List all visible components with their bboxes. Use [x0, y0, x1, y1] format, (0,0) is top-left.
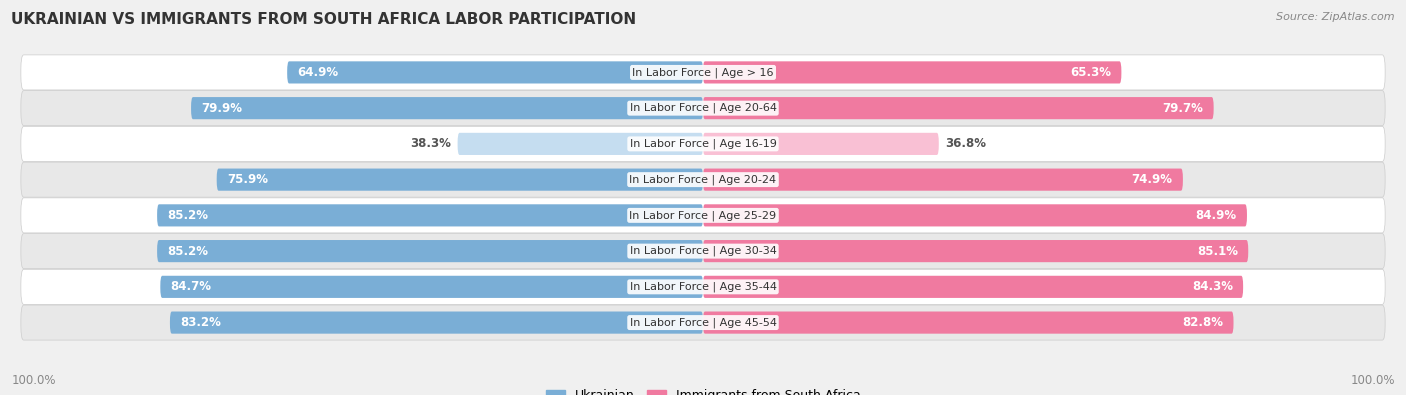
FancyBboxPatch shape: [703, 276, 1243, 298]
FancyBboxPatch shape: [21, 126, 1385, 162]
FancyBboxPatch shape: [157, 204, 703, 226]
FancyBboxPatch shape: [703, 133, 939, 155]
Text: 85.1%: 85.1%: [1197, 245, 1237, 258]
FancyBboxPatch shape: [703, 61, 1122, 83]
FancyBboxPatch shape: [191, 97, 703, 119]
FancyBboxPatch shape: [287, 61, 703, 83]
FancyBboxPatch shape: [21, 305, 1385, 340]
Text: 83.2%: 83.2%: [180, 316, 221, 329]
FancyBboxPatch shape: [217, 169, 703, 191]
Text: 85.2%: 85.2%: [167, 245, 208, 258]
FancyBboxPatch shape: [160, 276, 703, 298]
Text: In Labor Force | Age 45-54: In Labor Force | Age 45-54: [630, 317, 776, 328]
Text: 84.9%: 84.9%: [1195, 209, 1237, 222]
FancyBboxPatch shape: [21, 198, 1385, 233]
Text: UKRAINIAN VS IMMIGRANTS FROM SOUTH AFRICA LABOR PARTICIPATION: UKRAINIAN VS IMMIGRANTS FROM SOUTH AFRIC…: [11, 12, 637, 27]
Text: In Labor Force | Age 35-44: In Labor Force | Age 35-44: [630, 282, 776, 292]
Text: In Labor Force | Age 20-64: In Labor Force | Age 20-64: [630, 103, 776, 113]
Text: 100.0%: 100.0%: [11, 374, 56, 387]
FancyBboxPatch shape: [21, 162, 1385, 197]
FancyBboxPatch shape: [703, 204, 1247, 226]
Text: 82.8%: 82.8%: [1182, 316, 1223, 329]
FancyBboxPatch shape: [21, 55, 1385, 90]
FancyBboxPatch shape: [703, 97, 1213, 119]
FancyBboxPatch shape: [21, 90, 1385, 126]
Text: 74.9%: 74.9%: [1132, 173, 1173, 186]
Text: 79.9%: 79.9%: [201, 102, 242, 115]
Text: 100.0%: 100.0%: [1350, 374, 1395, 387]
Text: 84.7%: 84.7%: [170, 280, 212, 293]
Legend: Ukrainian, Immigrants from South Africa: Ukrainian, Immigrants from South Africa: [541, 384, 865, 395]
FancyBboxPatch shape: [703, 169, 1182, 191]
Text: 85.2%: 85.2%: [167, 209, 208, 222]
FancyBboxPatch shape: [703, 312, 1233, 334]
Text: In Labor Force | Age 25-29: In Labor Force | Age 25-29: [630, 210, 776, 221]
Text: 38.3%: 38.3%: [409, 137, 451, 150]
FancyBboxPatch shape: [457, 133, 703, 155]
Text: 65.3%: 65.3%: [1070, 66, 1111, 79]
FancyBboxPatch shape: [703, 240, 1249, 262]
Text: In Labor Force | Age > 16: In Labor Force | Age > 16: [633, 67, 773, 78]
FancyBboxPatch shape: [21, 233, 1385, 269]
Text: In Labor Force | Age 20-24: In Labor Force | Age 20-24: [630, 174, 776, 185]
FancyBboxPatch shape: [21, 269, 1385, 305]
Text: 84.3%: 84.3%: [1192, 280, 1233, 293]
Text: 75.9%: 75.9%: [226, 173, 269, 186]
Text: 79.7%: 79.7%: [1163, 102, 1204, 115]
Text: In Labor Force | Age 30-34: In Labor Force | Age 30-34: [630, 246, 776, 256]
Text: Source: ZipAtlas.com: Source: ZipAtlas.com: [1277, 12, 1395, 22]
FancyBboxPatch shape: [170, 312, 703, 334]
Text: In Labor Force | Age 16-19: In Labor Force | Age 16-19: [630, 139, 776, 149]
Text: 36.8%: 36.8%: [946, 137, 987, 150]
FancyBboxPatch shape: [157, 240, 703, 262]
Text: 64.9%: 64.9%: [298, 66, 339, 79]
